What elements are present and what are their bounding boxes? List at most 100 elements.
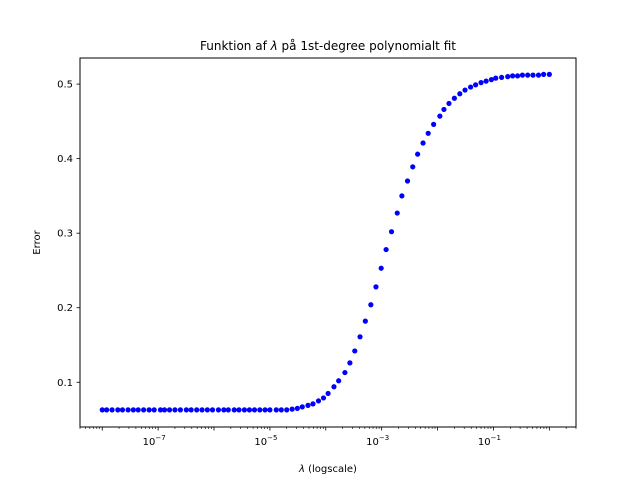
data-point bbox=[194, 407, 200, 413]
data-point bbox=[315, 398, 322, 404]
x-tick-label: 10−3 bbox=[366, 434, 389, 448]
data-point bbox=[441, 106, 447, 113]
y-axis-ticks: 0.1 0.2 0.3 0.4 0.5 bbox=[57, 80, 80, 389]
data-point bbox=[299, 404, 305, 410]
data-point bbox=[525, 72, 531, 78]
data-point bbox=[499, 74, 505, 80]
data-point bbox=[231, 407, 237, 413]
y-axis-label: Error bbox=[32, 229, 43, 254]
data-point bbox=[373, 284, 379, 290]
data-point bbox=[483, 78, 489, 84]
data-point bbox=[225, 407, 231, 413]
data-point bbox=[161, 407, 168, 413]
data-point bbox=[420, 140, 426, 146]
y-tick-label: 0.5 bbox=[57, 80, 73, 91]
data-point bbox=[119, 407, 126, 413]
data-point bbox=[284, 407, 290, 413]
data-point bbox=[488, 77, 495, 83]
data-point bbox=[394, 210, 400, 216]
data-point bbox=[289, 406, 295, 412]
data-point bbox=[199, 407, 205, 413]
y-tick-label: 0.1 bbox=[57, 378, 73, 389]
data-point bbox=[431, 121, 437, 127]
data-point bbox=[541, 71, 547, 77]
data-point bbox=[151, 407, 157, 413]
data-point bbox=[462, 87, 468, 93]
data-point bbox=[146, 407, 152, 413]
data-point bbox=[135, 407, 141, 413]
x-axis-label: λ (logscale) bbox=[298, 464, 357, 475]
chart-title: Funktion af λ på 1st-degree polynomialt … bbox=[200, 39, 456, 53]
plot-frame bbox=[79, 57, 577, 428]
x-tick-label: 10−7 bbox=[143, 434, 166, 448]
data-point bbox=[251, 407, 258, 413]
data-point bbox=[310, 401, 316, 407]
data-point bbox=[104, 407, 110, 413]
data-point bbox=[457, 91, 463, 97]
data-point bbox=[320, 395, 327, 401]
data-point bbox=[546, 71, 552, 77]
data-point bbox=[305, 402, 311, 408]
data-point bbox=[352, 348, 358, 354]
y-tick-label: 0.4 bbox=[57, 154, 73, 165]
data-point bbox=[357, 334, 363, 340]
data-point bbox=[215, 407, 222, 413]
data-point bbox=[467, 84, 474, 90]
data-point bbox=[530, 72, 536, 78]
data-point bbox=[262, 407, 268, 413]
data-point bbox=[368, 302, 374, 308]
x-tick-label: 10−1 bbox=[478, 434, 501, 448]
data-point bbox=[383, 246, 389, 253]
data-point bbox=[294, 405, 300, 411]
data-point bbox=[241, 407, 248, 413]
data-point bbox=[535, 72, 542, 78]
data-point bbox=[325, 390, 331, 397]
data-point bbox=[157, 407, 164, 413]
x-tick-label: 10−5 bbox=[254, 434, 277, 448]
scatter-points bbox=[99, 71, 552, 413]
data-point bbox=[115, 407, 121, 413]
data-point bbox=[183, 407, 189, 413]
data-point bbox=[478, 80, 484, 86]
data-point bbox=[514, 73, 521, 79]
data-point bbox=[109, 407, 115, 413]
x-axis-ticks: 10−7 10−5 10−3 10−1 bbox=[79, 427, 577, 448]
data-point bbox=[437, 113, 443, 119]
data-point bbox=[177, 407, 183, 413]
data-point bbox=[473, 82, 479, 88]
data-point bbox=[404, 178, 411, 184]
data-point bbox=[278, 407, 284, 413]
data-point bbox=[125, 407, 131, 413]
data-point bbox=[204, 407, 210, 413]
y-tick-label: 0.3 bbox=[57, 229, 73, 240]
data-point bbox=[331, 384, 337, 390]
data-point bbox=[273, 407, 279, 413]
data-point bbox=[425, 130, 431, 136]
data-point bbox=[493, 75, 499, 81]
data-point bbox=[342, 369, 348, 376]
data-point bbox=[362, 318, 368, 324]
data-point bbox=[172, 407, 178, 413]
data-point bbox=[141, 407, 147, 413]
data-point bbox=[378, 265, 384, 271]
data-point bbox=[505, 74, 511, 80]
data-point bbox=[221, 407, 227, 413]
data-point bbox=[336, 378, 342, 384]
data-point bbox=[446, 100, 452, 107]
data-point bbox=[209, 407, 216, 413]
y-tick-label: 0.2 bbox=[57, 303, 73, 314]
data-point bbox=[257, 407, 263, 413]
data-point bbox=[130, 407, 136, 413]
data-point bbox=[410, 164, 416, 170]
data-point bbox=[99, 407, 105, 413]
data-point bbox=[399, 193, 405, 199]
data-point bbox=[267, 407, 273, 413]
data-point bbox=[166, 407, 173, 413]
data-point bbox=[451, 95, 457, 101]
data-point bbox=[519, 72, 526, 78]
data-point bbox=[347, 360, 353, 366]
data-point bbox=[388, 229, 395, 235]
data-point bbox=[415, 151, 421, 157]
data-point bbox=[236, 407, 242, 413]
